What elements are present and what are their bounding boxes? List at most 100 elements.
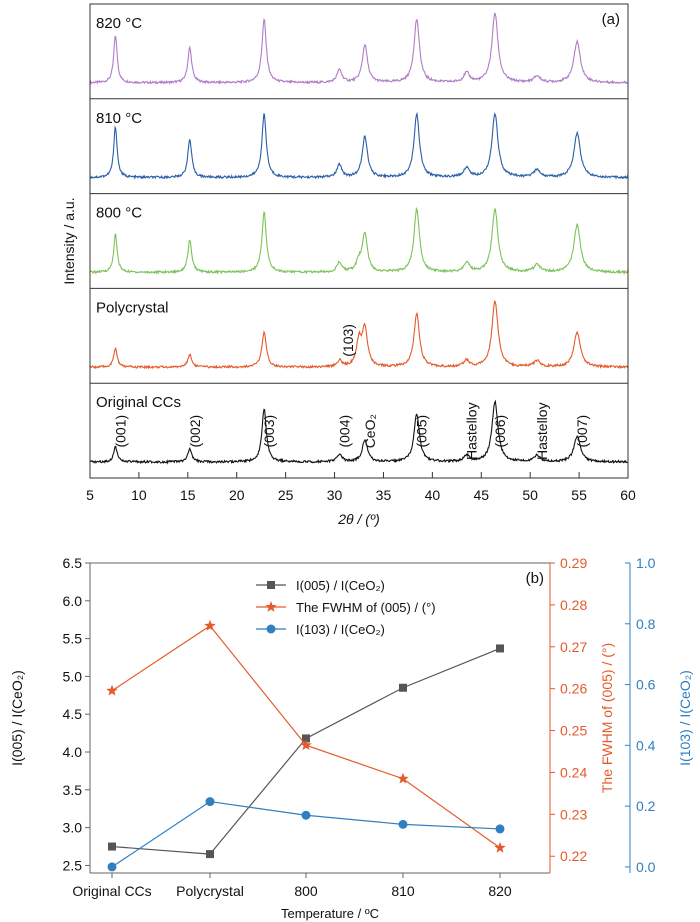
data-point: [300, 739, 312, 751]
y-left-tick-label: 3.5: [63, 782, 83, 798]
x-tick-label: 35: [376, 487, 392, 503]
data-point: [204, 619, 216, 631]
y-right2-tick-label: 0.0: [636, 859, 656, 875]
xrd-panel: 820 °C: [89, 12, 629, 85]
x-tick-label: 810: [391, 883, 415, 899]
sample-label: Polycrystal: [96, 299, 169, 316]
x-tick-label: 50: [522, 487, 538, 503]
peak-annotation: (001): [112, 415, 128, 448]
xrd-panel: 800 °C: [90, 193, 629, 275]
peak-annotation: CeO₂: [362, 414, 378, 448]
data-point: [301, 810, 311, 820]
y-left-tick-label: 5.5: [63, 631, 83, 647]
x-tick-label: 10: [131, 487, 147, 503]
data-point: [205, 797, 215, 807]
peak-annotation: (007): [574, 415, 590, 448]
xrd-pattern-line: [89, 399, 628, 465]
x-tick-label: 45: [473, 487, 489, 503]
legend-label: I(103) / I(CeO₂): [296, 622, 385, 637]
x-axis-title: 2θ / (º): [337, 511, 380, 527]
x-tick-label: 5: [86, 487, 94, 503]
y-right1-title: The FWHM of (005) / (°): [599, 643, 615, 793]
x-axis-title: Temperature / ºC: [281, 906, 379, 921]
peak-annotation: (003): [261, 415, 277, 448]
data-point: [397, 772, 409, 784]
data-point: [398, 819, 408, 829]
panel-a-frame: [89, 3, 629, 479]
peak-annotation: (005): [414, 415, 430, 448]
x-tick-label: 55: [571, 487, 587, 503]
y-right1-tick-label: 0.24: [560, 764, 587, 780]
data-point: [107, 862, 117, 872]
xrd-panel: Original CCs: [89, 382, 628, 465]
data-point: [399, 683, 407, 692]
y-right2-tick-label: 0.4: [636, 737, 656, 753]
data-point: [494, 841, 506, 853]
sample-label: 810 °C: [96, 110, 142, 127]
sample-label: 820 °C: [96, 15, 142, 32]
xrd-pattern-line: [90, 207, 629, 275]
y-left-title: I(005) / I(CeO₂): [9, 670, 25, 766]
y-right1-tick-label: 0.22: [560, 848, 587, 864]
y-left-tick-label: 6.5: [63, 555, 83, 571]
data-point: [206, 850, 214, 859]
data-point: [265, 601, 277, 612]
y-axis-title: Intensity / a.u.: [61, 197, 77, 284]
peak-annotation: (004): [336, 415, 352, 448]
series-line: [111, 647, 501, 855]
series-group: [108, 644, 504, 859]
xrd-pattern-line: [89, 299, 629, 370]
data-point: [108, 842, 116, 851]
series-group: [107, 797, 505, 872]
y-right2-tick-label: 0.6: [636, 677, 656, 693]
panel-label: (a): [602, 11, 620, 28]
legend-label: I(005) / I(CeO₂): [296, 578, 385, 593]
x-tick-label: 15: [180, 487, 196, 503]
y-right2-title: I(103) / I(CeO₂): [677, 670, 693, 766]
legend: I(005) / I(CeO₂) The FWHM of (005) / (°) I…: [256, 578, 436, 637]
xrd-pattern-line: [89, 111, 629, 180]
x-tick-label: Original CCs: [72, 883, 151, 899]
x-tick-label: 40: [425, 487, 441, 503]
x-tick-label: 20: [229, 487, 245, 503]
y-right1-tick-label: 0.25: [560, 723, 587, 739]
x-tick-label: Polycrystal: [176, 883, 244, 899]
y-left-tick-label: 6.0: [63, 593, 83, 609]
panel-label: (b): [526, 570, 544, 587]
sample-label: 800 °C: [96, 205, 142, 222]
y-right2-tick-label: 0.8: [636, 616, 656, 632]
y-right2-tick-label: 0.2: [636, 798, 656, 814]
y-right2-tick-label: 1.0: [636, 555, 656, 571]
y-left-tick-label: 4.5: [63, 706, 83, 722]
x-tick-label: 800: [294, 883, 318, 899]
legend-label: The FWHM of (005) / (°): [296, 600, 436, 615]
xrd-panel: 810 °C: [89, 98, 629, 180]
peak-annotation: Hastelloy: [464, 402, 480, 460]
x-tick-label: 820: [488, 883, 512, 899]
series-group: [106, 619, 506, 853]
y-left-tick-label: 4.0: [63, 744, 83, 760]
peak-annotation: Hastelloy: [534, 402, 550, 460]
y-right1-tick-label: 0.23: [560, 806, 587, 822]
y-right1-tick-label: 0.27: [560, 639, 587, 655]
data-point: [266, 624, 276, 634]
data-point: [495, 824, 505, 834]
peak-annotation: (103): [340, 324, 356, 357]
y-right1-tick-label: 0.28: [560, 597, 587, 613]
y-left-tick-label: 2.5: [63, 857, 83, 873]
y-right1-tick-label: 0.26: [560, 681, 587, 697]
x-tick-label: 30: [327, 487, 343, 503]
x-tick-label: 25: [278, 487, 294, 503]
peak-annotation: (006): [492, 415, 508, 448]
y-right1-tick-label: 0.29: [560, 555, 587, 571]
data-point: [106, 684, 118, 696]
xrd-pattern-line: [89, 12, 629, 85]
data-point: [496, 644, 504, 653]
xrd-panel: Polycrystal: [89, 287, 629, 370]
peak-annotation: (002): [187, 415, 203, 448]
data-point: [267, 581, 275, 589]
sample-label: Original CCs: [96, 394, 181, 411]
y-left-tick-label: 3.0: [63, 820, 83, 836]
y-left-tick-label: 5.0: [63, 668, 83, 684]
